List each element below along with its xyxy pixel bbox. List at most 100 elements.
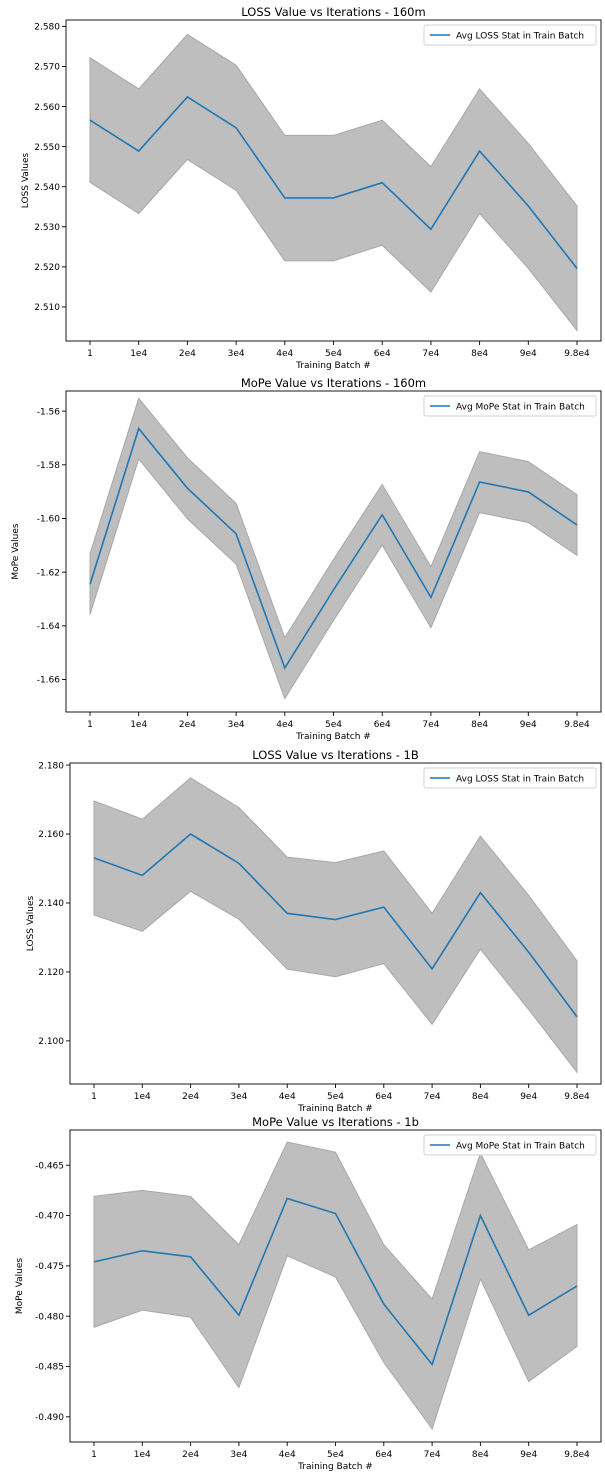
x-tick-label: 1: [87, 349, 93, 359]
y-tick-label: 2.570: [34, 63, 60, 73]
x-tick-label: 9.8e4: [564, 349, 590, 359]
y-tick-label: -1.62: [37, 568, 60, 578]
x-tick-label: 5e4: [327, 1092, 344, 1102]
x-tick-label: 1e4: [134, 1450, 151, 1460]
x-tick-label: 9.8e4: [564, 1450, 590, 1460]
x-tick-label: 8e4: [471, 720, 488, 730]
legend: Avg LOSS Stat in Train Batch: [423, 767, 597, 789]
x-axis-label: Training Batch #: [295, 361, 371, 371]
y-tick-label: 2.510: [34, 303, 60, 313]
chart-title: LOSS Value vs Iterations - 160m: [241, 5, 425, 19]
chart-mope-1b: MoPe Value vs Iterations - 1b 1 1e4 2e4 3e4 4…: [15, 1115, 602, 1472]
y-tick-label: 2.560: [34, 103, 60, 113]
legend-label: Avg LOSS Stat in Train Batch: [456, 31, 584, 41]
x-tick-label: 6e4: [374, 349, 391, 359]
y-tick-label: 2.120: [38, 968, 64, 978]
x-tick-label: 5e4: [325, 720, 342, 730]
y-tick-label: -1.58: [37, 461, 61, 471]
x-tick-label: 1e4: [130, 349, 147, 359]
confidence-band: [93, 1141, 578, 1431]
y-tick-label: -0.470: [35, 1212, 64, 1222]
series-line: [93, 833, 578, 1018]
x-tick-label: 6e4: [375, 1092, 392, 1102]
x-tick-label: 1: [87, 720, 93, 730]
series-line: [89, 95, 578, 269]
y-tick-label: 2.160: [38, 830, 64, 840]
x-tick-label: 7e4: [422, 349, 439, 359]
y-axis-label: LOSS Values: [21, 152, 31, 208]
y-tick-label: -0.490: [35, 1413, 64, 1423]
legend: Avg MoPe Stat in Train Batch: [423, 395, 597, 417]
x-tick-label: 1e4: [130, 720, 147, 730]
y-tick-label: -0.485: [35, 1363, 64, 1373]
confidence-band: [93, 777, 578, 1074]
confidence-band: [89, 397, 578, 700]
x-tick-label: 7e4: [422, 720, 439, 730]
confidence-band: [89, 33, 578, 333]
x-tick-label: 5e4: [327, 1450, 344, 1460]
x-tick-label: 2e4: [179, 720, 196, 730]
y-tick-label: 2.180: [38, 761, 64, 771]
legend-label: Avg MoPe Stat in Train Batch: [456, 1141, 585, 1151]
legend-box: [423, 24, 597, 46]
y-tick-label: 2.580: [34, 23, 60, 33]
x-tick-label: 3e4: [230, 1450, 247, 1460]
chart-loss-1b: LOSS Value vs Iterations - 1B 1 1e4 2e4 3e4 4…: [26, 748, 602, 1112]
y-tick-label: 2.530: [34, 223, 60, 233]
x-tick-label: 7e4: [424, 1450, 441, 1460]
x-axis-label: Training Batch #: [297, 1462, 373, 1472]
y-axis-label: MoPe Values: [11, 523, 21, 579]
x-tick-label: 5e4: [325, 349, 342, 359]
series-line: [93, 1197, 578, 1367]
chart-title: MoPe Value vs Iterations - 1b: [252, 1115, 419, 1129]
legend-box: [423, 395, 597, 417]
x-tick-label: 4e4: [279, 1092, 296, 1102]
chart-title: LOSS Value vs Iterations - 1B: [252, 748, 419, 762]
y-tick-label: -1.56: [37, 407, 61, 417]
x-tick-label: 9e4: [520, 1092, 537, 1102]
y-tick-label: -1.66: [37, 676, 61, 686]
x-tick-label: 4e4: [276, 720, 293, 730]
y-tick-label: 2.550: [34, 143, 60, 153]
y-tick-label: 2.140: [38, 899, 64, 909]
x-axis-label: Training Batch #: [297, 1104, 373, 1112]
x-tick-label: 1: [91, 1450, 97, 1460]
chart-mope-160m: MoPe Value vs Iterations - 160m 1 1e4 2e4 3e…: [11, 376, 602, 742]
x-tick-label: 3e4: [228, 349, 245, 359]
x-tick-label: 1e4: [134, 1092, 151, 1102]
series-line: [89, 426, 578, 670]
y-tick-label: -1.60: [37, 515, 61, 525]
chart-panel-mope-1b: MoPe Value vs Iterations - 1b 1 1e4 2e4 3e4 4…: [0, 1112, 605, 1473]
x-tick-label: 9e4: [520, 349, 537, 359]
x-tick-label: 9e4: [520, 1450, 537, 1460]
x-tick-label: 9.8e4: [564, 720, 590, 730]
x-tick-label: 4e4: [276, 349, 293, 359]
chart-loss-160m: LOSS Value vs Iterations - 160m 1 1e4 2e4 3e…: [21, 5, 602, 371]
y-axis-label: LOSS Values: [26, 895, 36, 951]
y-tick-label: -0.475: [35, 1262, 64, 1272]
x-axis-label: Training Batch #: [295, 732, 371, 742]
y-axis-label: MoPe Values: [15, 1258, 25, 1314]
y-tick-label: 2.520: [34, 263, 60, 273]
y-tick-label: 2.540: [34, 183, 60, 193]
x-tick-label: 4e4: [279, 1450, 296, 1460]
legend-box: [423, 1134, 597, 1156]
x-tick-label: 9.8e4: [564, 1092, 590, 1102]
x-tick-label: 6e4: [375, 1450, 392, 1460]
legend: Avg LOSS Stat in Train Batch: [423, 24, 597, 46]
chart-title: MoPe Value vs Iterations - 160m: [241, 376, 426, 390]
x-tick-label: 2e4: [182, 1092, 199, 1102]
x-tick-label: 8e4: [472, 1450, 489, 1460]
legend: Avg MoPe Stat in Train Batch: [423, 1134, 597, 1156]
chart-panel-loss-160m: LOSS Value vs Iterations - 160m 1 1e4 2e4 3e…: [0, 0, 605, 372]
y-tick-label: 2.100: [38, 1037, 64, 1047]
legend-label: Avg MoPe Stat in Train Batch: [456, 402, 585, 412]
x-tick-label: 9e4: [520, 720, 537, 730]
legend-box: [423, 767, 597, 789]
x-tick-label: 7e4: [424, 1092, 441, 1102]
chart-panel-mope-160m: MoPe Value vs Iterations - 160m 1 1e4 2e4 3e…: [0, 372, 605, 742]
x-tick-label: 2e4: [182, 1450, 199, 1460]
chart-panel-loss-1b: LOSS Value vs Iterations - 1B 1 1e4 2e4 3e4 4…: [0, 742, 605, 1112]
y-tick-label: -0.480: [35, 1312, 64, 1322]
x-tick-label: 6e4: [374, 720, 391, 730]
